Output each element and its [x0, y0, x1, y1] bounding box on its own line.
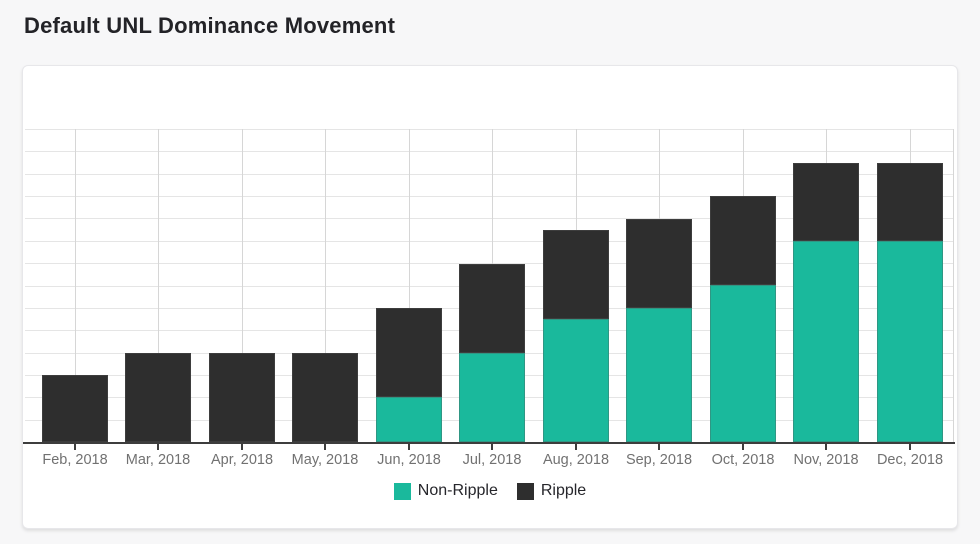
- bar-segment-ripple[interactable]: [125, 353, 191, 442]
- v-gridline: [158, 129, 159, 442]
- page-title: Default UNL Dominance Movement: [24, 13, 396, 38]
- chart-card: Feb, 2018 Mar, 2018 Apr, 2018 May, 2018 Jun,…: [22, 65, 958, 529]
- legend-label: Ripple: [540, 482, 587, 499]
- bar-stack: [209, 353, 275, 442]
- bar-segment-ripple[interactable]: [710, 196, 776, 285]
- h-gridline: [25, 129, 953, 130]
- legend-label: Non-Ripple: [417, 482, 498, 499]
- x-axis-tick: [742, 444, 744, 450]
- v-gridline: [242, 129, 243, 442]
- v-gridline: [75, 129, 76, 442]
- x-axis-label: May, 2018: [291, 452, 359, 468]
- x-axis-tick: [408, 444, 410, 450]
- x-axis-label: Mar, 2018: [125, 452, 191, 468]
- x-axis-label: Oct, 2018: [711, 452, 775, 468]
- x-axis-tick: [909, 444, 911, 450]
- x-axis-tick: [658, 444, 660, 450]
- bar-segment-non-ripple[interactable]: [459, 353, 525, 442]
- chart-plot-area: Feb, 2018 Mar, 2018 Apr, 2018 May, 2018 Jun,…: [23, 129, 955, 468]
- bar-segment-ripple[interactable]: [376, 308, 442, 397]
- legend-item-non-ripple: Non-Ripple: [393, 482, 498, 500]
- x-axis-tick: [324, 444, 326, 450]
- bar-stack: [125, 353, 191, 442]
- x-axis-label: Jun, 2018: [377, 452, 441, 468]
- v-gridline: [409, 129, 410, 442]
- chart-legend: Non-Ripple Ripple: [23, 482, 957, 500]
- x-axis-label: Aug, 2018: [542, 452, 610, 468]
- x-axis-label: Jul, 2018: [462, 452, 522, 468]
- bar-segment-ripple[interactable]: [209, 353, 275, 442]
- bar-segment-ripple[interactable]: [626, 219, 692, 308]
- bar-segment-ripple[interactable]: [459, 264, 525, 353]
- bar-segment-non-ripple[interactable]: [793, 241, 859, 442]
- v-gridline: [325, 129, 326, 442]
- bar-stack: [543, 230, 609, 442]
- bar-segment-ripple[interactable]: [793, 163, 859, 241]
- x-axis-label: Sep, 2018: [625, 452, 693, 468]
- x-axis-label: Apr, 2018: [210, 452, 274, 468]
- x-axis-label: Dec, 2018: [876, 452, 944, 468]
- x-axis-line: [23, 442, 955, 444]
- legend-swatch: [393, 482, 411, 500]
- x-axis-tick: [74, 444, 76, 450]
- bar-stack: [877, 163, 943, 442]
- h-gridline: [25, 174, 953, 175]
- x-axis-tick: [241, 444, 243, 450]
- x-axis-label: Nov, 2018: [793, 452, 859, 468]
- bar-segment-non-ripple[interactable]: [877, 241, 943, 442]
- bar-segment-ripple[interactable]: [543, 230, 609, 319]
- bar-segment-ripple[interactable]: [877, 163, 943, 241]
- x-axis-label: Feb, 2018: [42, 452, 108, 468]
- x-axis-tick: [491, 444, 493, 450]
- bar-segment-non-ripple[interactable]: [376, 397, 442, 442]
- bar-stack: [292, 353, 358, 442]
- legend-swatch: [516, 482, 534, 500]
- plot-right-border: [953, 129, 954, 442]
- bar-segment-ripple[interactable]: [42, 375, 108, 442]
- bar-stack: [626, 218, 692, 442]
- bar-segment-non-ripple[interactable]: [710, 285, 776, 442]
- h-gridline: [25, 241, 953, 242]
- bar-stack: [793, 163, 859, 442]
- bar-stack: [710, 196, 776, 442]
- x-axis-tick: [157, 444, 159, 450]
- x-axis-tick: [575, 444, 577, 450]
- bar-stack: [459, 263, 525, 442]
- h-gridline: [25, 196, 953, 197]
- x-axis-tick: [825, 444, 827, 450]
- bar-segment-ripple[interactable]: [292, 353, 358, 442]
- h-gridline: [25, 263, 953, 264]
- legend-item-ripple: Ripple: [516, 482, 587, 500]
- bar-segment-non-ripple[interactable]: [543, 319, 609, 442]
- h-gridline: [25, 151, 953, 152]
- bar-stack: [376, 308, 442, 442]
- bar-stack: [42, 375, 108, 442]
- h-gridline: [25, 218, 953, 219]
- bar-segment-non-ripple[interactable]: [626, 308, 692, 442]
